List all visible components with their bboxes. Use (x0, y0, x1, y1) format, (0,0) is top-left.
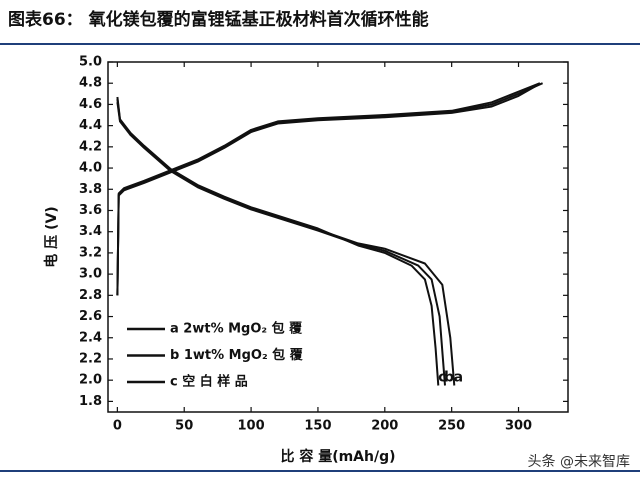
y-axis-label: 电 压 (V) (43, 206, 60, 267)
y-tick-label: 3.4 (79, 224, 102, 239)
curve-end-label: c (438, 369, 446, 385)
watermark: 头条 @未来智库 (528, 453, 630, 470)
x-tick-label: 150 (304, 419, 331, 434)
series-line (116, 84, 538, 386)
y-tick-label: 3.8 (79, 182, 102, 197)
x-tick-label: 300 (505, 419, 532, 434)
x-tick-label: 50 (175, 419, 193, 434)
curve-end-label: b (444, 369, 454, 385)
y-tick-label: 2.4 (79, 330, 102, 345)
plot-frame (107, 61, 569, 413)
y-tick-label: 4.6 (79, 97, 102, 112)
y-tick-label: 4.8 (79, 76, 102, 91)
y-tick-label: 2.6 (79, 309, 102, 324)
y-tick-label: 1.8 (79, 394, 102, 409)
series-line (116, 82, 541, 386)
x-axis-label: 比 容 量(mAh/g) (280, 448, 395, 465)
page-title: 图表66： 氧化镁包覆的富锂锰基正极材料首次循环性能 (8, 9, 429, 30)
x-tick-label: 100 (238, 419, 265, 434)
legend-label: b 1wt% MgO₂ 包 覆 (170, 347, 304, 363)
y-tick-label: 5.0 (79, 55, 102, 70)
y-tick-label: 3.0 (79, 267, 102, 282)
curve-end-label: a (454, 369, 463, 385)
x-tick-label: 0 (113, 419, 122, 434)
y-tick-label: 3.2 (79, 245, 102, 260)
y-tick-label: 2.8 (79, 288, 102, 303)
y-tick-label: 3.6 (79, 203, 102, 218)
y-tick-label: 4.4 (79, 118, 102, 133)
x-tick-label: 250 (438, 419, 465, 434)
x-tick-label: 200 (371, 419, 398, 434)
y-tick-label: 2.0 (79, 373, 102, 388)
legend-label: c 空 白 样 品 (170, 374, 248, 390)
legend-label: a 2wt% MgO₂ 包 覆 (170, 321, 303, 337)
y-tick-label: 4.0 (79, 161, 102, 176)
y-tick-label: 4.2 (79, 139, 102, 154)
y-tick-label: 2.2 (79, 351, 102, 366)
